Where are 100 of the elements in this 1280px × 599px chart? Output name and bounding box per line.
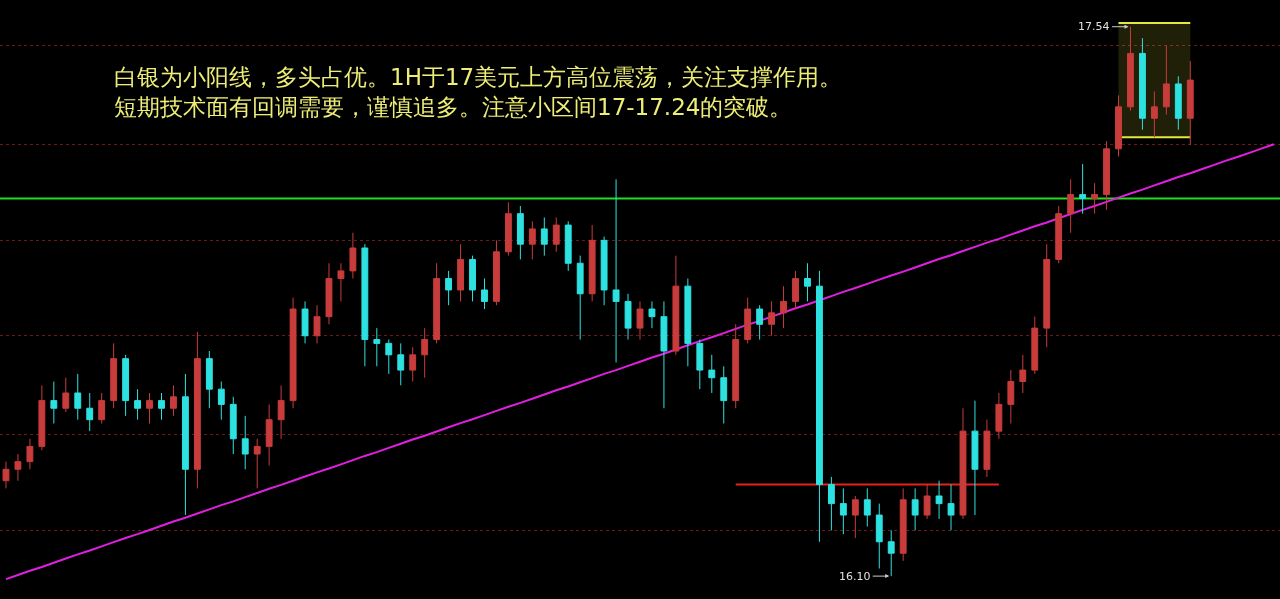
candlestick [1067,178,1075,234]
candlestick [720,365,728,424]
candlestick [672,255,680,356]
annotation: 白银为小阳线，多头占优。1H于17美元上方高位震荡，关注支撑作用。短期技术面有回调需要，谨慎追多。注意小区间17-17.24的突破。 [114,64,843,120]
candlestick [217,381,225,421]
candlestick [516,205,524,260]
candlestick [839,487,847,535]
candlestick [792,270,799,310]
candlestick [289,297,297,409]
candlestick [481,278,488,310]
candlestick [708,354,716,394]
candlestick [74,373,82,421]
candlestick [983,419,991,478]
candlestick [612,178,620,363]
candlestick [540,216,548,257]
candlestick [923,484,931,520]
candlestick [493,239,500,306]
candlestick [899,487,907,562]
candlestick [1186,60,1194,146]
candlestick [1079,163,1087,215]
candlestick [158,392,165,421]
candlestick [385,339,393,375]
candlestick [14,453,22,482]
candlestick [421,327,429,379]
candlestick [38,384,46,451]
candlestick [636,300,644,341]
candlestick [827,476,835,531]
annotation: 17.54 [1078,20,1110,33]
candlestick [696,339,704,390]
candlestick [744,297,752,344]
candlestick [564,220,572,272]
candlestick [397,342,405,386]
candlestick [433,262,441,344]
candlestick [229,396,237,455]
candlestick [552,216,560,253]
candlestick [504,201,512,257]
candlestick [1162,45,1170,115]
candlestick [648,300,656,329]
candlestick [469,255,476,302]
candlestick [816,270,823,543]
candlestick [756,304,764,341]
candlestick [205,350,213,409]
candlestick [134,388,141,421]
candlestick [935,480,943,520]
candlestick [780,285,787,329]
candlestick [170,384,177,417]
candlestick [600,236,608,306]
candlestick [1115,94,1122,157]
candlestick [1150,91,1158,138]
candlestick [887,529,895,577]
candlestick [181,373,189,516]
candlestick [409,346,417,383]
candlestick [373,327,381,367]
candlestick [122,354,130,417]
candlestick [959,407,967,520]
candlestick [301,300,309,344]
candlestick [576,255,584,341]
candlestick [98,392,106,424]
candlestick [875,503,883,569]
candlestick [253,438,261,489]
candlestick [337,262,345,302]
candlestick [624,293,632,341]
candlestick [1043,243,1051,348]
candlestick [1103,140,1110,211]
candlestick [265,403,273,466]
candlestick [1055,205,1063,264]
candlestick [684,278,692,367]
candlestick [947,484,955,531]
candlestick [995,392,1003,440]
candlestick [588,224,596,302]
candlestick [86,392,94,432]
candlestick [110,342,118,409]
candlestick [241,415,249,470]
candlestick [1007,369,1015,424]
candlestick [26,438,34,470]
candlestick [1174,75,1182,131]
candlestick [1139,37,1146,131]
candlestick [457,243,464,302]
candlestick [445,270,453,306]
candlestick [971,400,979,516]
candlestick [528,220,536,260]
candlestick [193,331,201,489]
candlestick [911,487,919,531]
candlestick [2,461,10,489]
candlestick [325,262,333,325]
candlestick [1031,316,1039,375]
candlestick [804,262,811,302]
candlestick [851,495,859,539]
candlestick [146,392,153,424]
candlestick [313,304,321,344]
candlestick [361,243,369,367]
candlestick [732,323,740,409]
candlestick [349,232,357,280]
candlestick [50,381,58,424]
candlestick [277,384,285,440]
candlestick [62,377,70,413]
annotation: 16.10 [839,570,871,583]
candlestick [1019,354,1027,394]
candlestick [660,300,668,409]
candlestick [768,300,776,337]
